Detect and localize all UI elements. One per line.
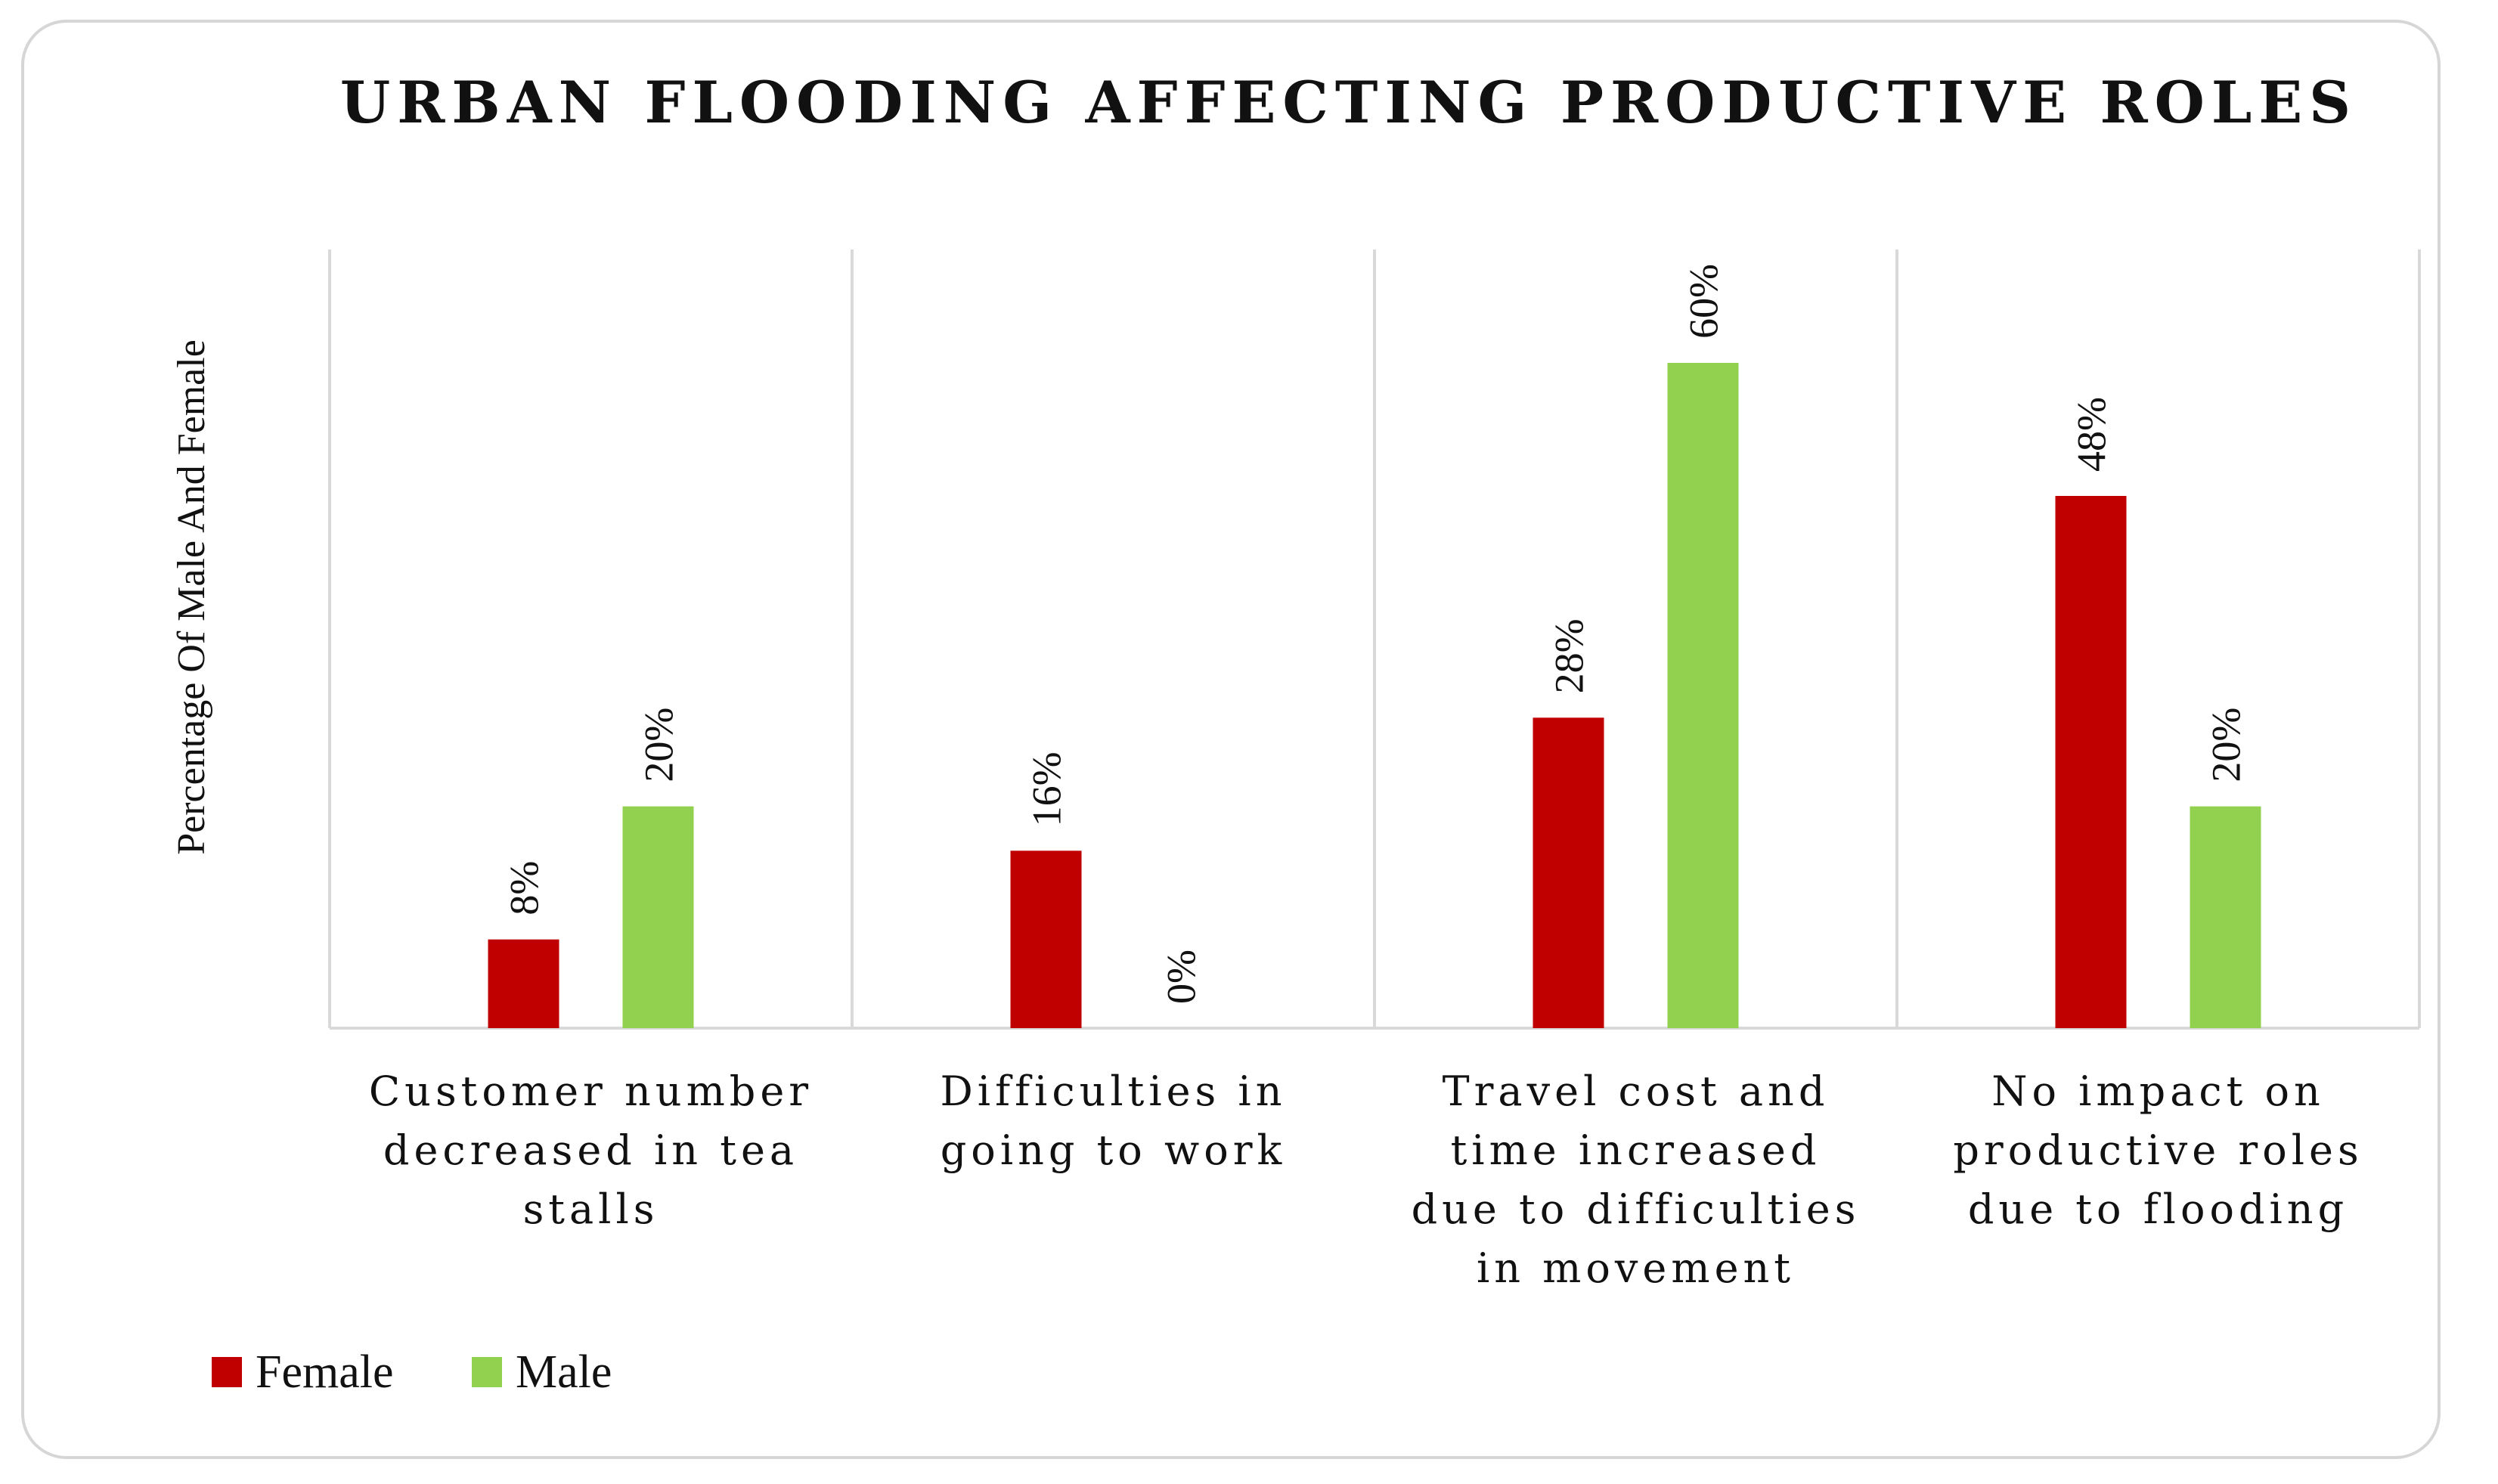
- category-label: Customer number decreased in tea stalls: [369, 1067, 813, 1233]
- legend: Female Male: [212, 1346, 612, 1398]
- category-label-line: Difficulties in: [941, 1067, 1287, 1115]
- legend-label-male: Male: [516, 1346, 612, 1398]
- category-label-line: Customer number: [369, 1067, 813, 1115]
- category-label-line: due to flooding: [1968, 1185, 2348, 1233]
- plot-area: 8% 16% 28% 48% 20% 0% 60% 20% Customer number dec…: [328, 249, 2421, 1292]
- bar-male: [1667, 363, 1739, 1028]
- legend-swatch-male: [472, 1357, 502, 1387]
- bar-female: [1533, 717, 1604, 1028]
- bar-female: [1010, 850, 1082, 1028]
- legend-label-female: Female: [256, 1346, 394, 1398]
- category-label-line: going to work: [941, 1126, 1287, 1174]
- chart-title: URBAN FLOODING AFFECTING PRODUCTIVE ROLE…: [340, 69, 2357, 136]
- bar-female: [488, 939, 559, 1028]
- category-label: Travel cost and time increased due to diff…: [1412, 1067, 1861, 1292]
- data-label-male: 60%: [1681, 264, 1727, 339]
- data-label-female: 28%: [1547, 618, 1592, 693]
- data-label-male: 20%: [637, 708, 682, 782]
- bar-male: [2190, 806, 2261, 1028]
- category-label: Difficulties in going to work: [941, 1067, 1287, 1174]
- bar-female: [2055, 496, 2127, 1028]
- category-label: No impact on productive roles due to flood…: [1953, 1067, 2363, 1233]
- category-label-line: stalls: [523, 1185, 659, 1233]
- bar-male: [622, 806, 694, 1028]
- category-label-line: Travel cost and: [1443, 1067, 1830, 1115]
- category-label-line: time increased: [1451, 1126, 1821, 1174]
- chart-frame: [21, 20, 2441, 1459]
- category-label-line: productive roles: [1953, 1126, 2363, 1174]
- y-axis-title: Percentage Of Male And Female: [170, 339, 213, 855]
- data-label-male: 20%: [2204, 708, 2249, 782]
- category-label-line: in movement: [1477, 1244, 1795, 1292]
- data-label-female: 8%: [502, 861, 547, 915]
- data-label-female: 16%: [1024, 751, 1070, 826]
- category-label-line: No impact on: [1991, 1067, 2325, 1115]
- data-label-female: 48%: [2069, 397, 2115, 472]
- data-label-male: 0%: [1159, 950, 1204, 1004]
- category-label-line: due to difficulties: [1412, 1185, 1861, 1233]
- category-label-line: decreased in tea: [383, 1126, 798, 1174]
- legend-swatch-female: [212, 1357, 242, 1387]
